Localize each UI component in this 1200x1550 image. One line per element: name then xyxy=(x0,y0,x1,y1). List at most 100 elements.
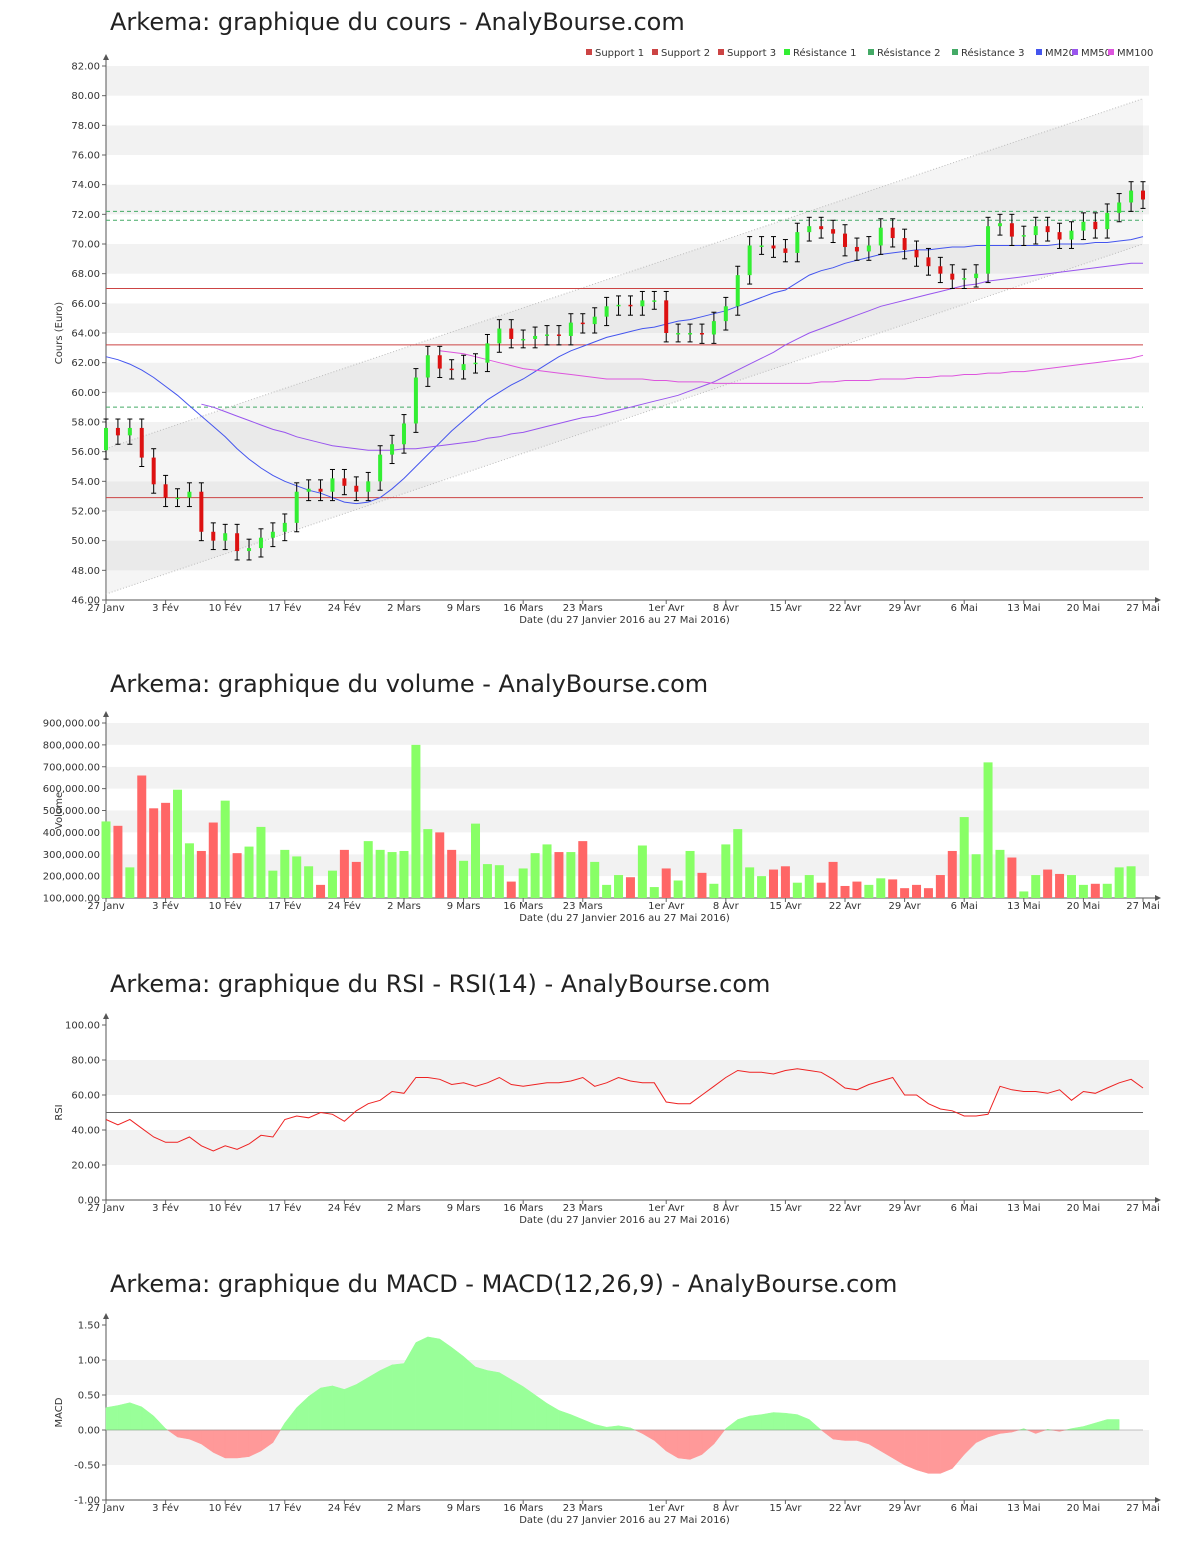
volume-bar xyxy=(709,883,719,898)
plot-band xyxy=(106,451,1149,482)
candle-body xyxy=(1033,226,1038,236)
macd-area-segment xyxy=(677,1429,691,1460)
plot-band xyxy=(106,810,1149,833)
x-tick-label: 22 Avr xyxy=(829,1203,862,1214)
x-tick-label: 23 Mars xyxy=(563,1203,603,1214)
candle-body xyxy=(962,278,967,280)
plot-band xyxy=(106,1360,1149,1395)
y-axis-title: Volume xyxy=(54,792,65,829)
plot-band xyxy=(106,333,1149,363)
y-tick-label: 500,000.00 xyxy=(43,806,100,817)
candle-body xyxy=(640,300,645,307)
volume-bar xyxy=(447,849,457,898)
y-tick-label: 400,000.00 xyxy=(43,828,100,839)
macd-area-segment xyxy=(1106,1419,1120,1431)
y-axis-arrow xyxy=(103,711,109,717)
candle-body xyxy=(1045,226,1050,233)
volume-bar xyxy=(423,829,433,898)
plot-band xyxy=(106,125,1149,155)
volume-bar xyxy=(137,775,147,898)
x-tick-label: 16 Mars xyxy=(503,1503,543,1514)
candle-body xyxy=(711,321,716,335)
y-axis-title: RSI xyxy=(54,1104,65,1120)
volume-bar xyxy=(995,849,1005,898)
candle-body xyxy=(437,355,442,369)
candle-body xyxy=(628,304,633,307)
volume-bar xyxy=(804,875,814,898)
volume-bar xyxy=(208,822,218,898)
candle-body xyxy=(211,531,216,541)
volume-bar xyxy=(935,875,945,898)
volume-bar xyxy=(542,844,552,898)
y-axis-arrow xyxy=(103,54,109,60)
plot-band xyxy=(106,1395,1149,1430)
trend-channel xyxy=(106,98,1143,595)
legend-swatch xyxy=(784,49,790,55)
y-tick-label: 76.00 xyxy=(71,151,100,162)
volume-bar xyxy=(256,826,266,898)
macd-chart: -1.00 -0.50 0.00 0.50 1.00 1.50 27 Janv 3 Fév 10… xyxy=(54,1313,1161,1526)
volume-bar xyxy=(745,867,755,898)
x-tick-label: 22 Avr xyxy=(829,901,862,912)
candle-body xyxy=(592,316,597,325)
legend-label: Résistance 1 xyxy=(793,47,856,59)
y-tick-label: 200,000.00 xyxy=(43,872,100,883)
volume-bar xyxy=(220,800,230,898)
y-tick-label: 56.00 xyxy=(71,447,100,458)
macd-area-segment xyxy=(379,1364,393,1431)
volume-bar xyxy=(1078,884,1088,898)
plot-band xyxy=(106,303,1149,333)
x-tick-label: 2 Mars xyxy=(387,901,421,912)
plot-band xyxy=(106,481,1149,511)
candle-body xyxy=(652,300,657,302)
x-tick-label: 17 Fév xyxy=(268,900,301,912)
x-tick-label: 23 Mars xyxy=(563,603,603,614)
x-tick-label: 3 Fév xyxy=(152,1502,179,1514)
x-tick-label: 13 Mai xyxy=(1007,901,1040,912)
volume-bar xyxy=(876,878,886,898)
plot-band xyxy=(106,723,1149,745)
volume-bar xyxy=(196,850,206,898)
x-tick-label: 8 Avr xyxy=(713,1503,740,1514)
volume-bar xyxy=(113,825,123,898)
x-tick-label: 16 Mars xyxy=(503,603,543,614)
volume-bar xyxy=(268,870,278,898)
volume-bar xyxy=(280,849,290,898)
volume-bar xyxy=(494,865,504,898)
candle-body xyxy=(151,457,156,485)
candle-body xyxy=(258,537,263,549)
y-tick-label: 0.00 xyxy=(78,1196,100,1207)
volume-bar xyxy=(816,882,826,898)
volume-bar xyxy=(101,821,111,898)
plot-band xyxy=(106,422,1149,452)
macd-area-segment xyxy=(105,1405,119,1431)
candle-body xyxy=(914,249,919,258)
candle-body xyxy=(723,306,728,322)
y-tick-label: 64.00 xyxy=(71,329,100,340)
macd-area-segment xyxy=(356,1377,369,1431)
x-axis-title: Date (du 27 Janvier 2016 au 27 Mai 2016) xyxy=(519,1215,730,1226)
candle-body xyxy=(115,427,120,436)
volume-bar xyxy=(1102,883,1112,898)
macd-area-segment xyxy=(463,1355,476,1431)
macd-area-segment xyxy=(332,1385,345,1431)
candle-body xyxy=(568,322,573,336)
candle-body xyxy=(533,335,538,339)
y-tick-label: 0.00 xyxy=(78,1426,100,1437)
x-tick-label: 29 Avr xyxy=(889,1203,922,1214)
candle-body xyxy=(616,304,621,307)
y-tick-label: 70.00 xyxy=(71,240,100,251)
x-tick-label: 23 Mars xyxy=(563,1503,603,1514)
x-tick-label: 27 Mai xyxy=(1126,603,1159,614)
volume-bar xyxy=(864,884,874,898)
macd-area-segment xyxy=(391,1363,405,1431)
legend-swatch xyxy=(718,49,724,55)
y-tick-label: 600,000.00 xyxy=(43,784,100,795)
y-tick-label: -1.00 xyxy=(74,1496,100,1507)
x-tick-label: 6 Mai xyxy=(951,1503,978,1514)
volume-bar xyxy=(316,884,326,898)
candle-body xyxy=(580,322,585,325)
candle-body xyxy=(509,328,514,339)
y-tick-label: -0.50 xyxy=(74,1461,100,1472)
candle-body xyxy=(664,300,669,333)
